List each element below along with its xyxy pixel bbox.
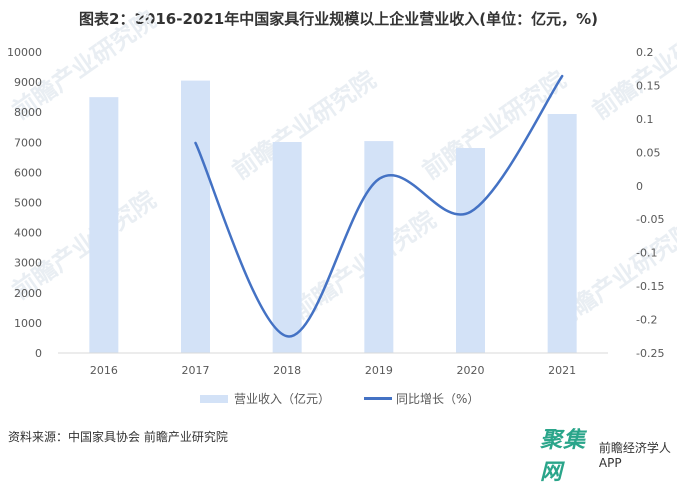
watermark: 前瞻产业研究院 [587,6,677,125]
line-swatch-icon [364,397,393,400]
left-axis-tick: 9000 [14,76,42,89]
left-axis-tick: 6000 [14,166,42,179]
revenue-bar [181,80,210,353]
brand-logo: 聚集网 [540,428,587,485]
watermark: 前瞻产业研究院 [227,66,381,185]
watermark: 前瞻产业研究院 [287,206,441,325]
legend-item-revenue: 营业收入（亿元） [200,390,330,407]
x-axis-tick: 2021 [548,364,576,377]
source-note: 资料来源：中国家具协会 前瞻产业研究院 [8,430,228,444]
revenue-bar [89,97,119,354]
x-axis-tick: 2017 [182,364,210,377]
brand-mark: 聚集网 前瞻经济学人APP [540,422,677,486]
legend-label-revenue: 营业收入（亿元） [234,392,331,406]
brand-app-label: 前瞻经济学人APP [598,440,671,470]
right-axis-tick: -0.05 [636,213,664,226]
right-axis-tick: 0.1 [636,113,654,126]
x-axis-tick: 2019 [365,364,393,377]
legend: 营业收入（亿元） 同比增长（%） [200,390,513,407]
legend-label-growth: 同比增长（%） [396,392,480,406]
x-axis-tick: 2016 [90,364,118,377]
left-axis-tick: 5000 [14,197,42,210]
x-axis-tick: 2020 [457,364,485,377]
right-axis-tick: -0.25 [636,347,664,360]
revenue-bar [547,114,577,353]
left-axis-tick: 1000 [14,317,42,330]
bar-swatch-icon [200,394,228,403]
chart-title: 图表2：2016-2021年中国家具行业规模以上企业营业收入(单位：亿元，%) [79,10,598,28]
right-axis-tick: -0.2 [636,314,657,327]
right-axis-tick: -0.1 [636,247,657,260]
left-axis-tick: 10000 [7,46,42,59]
left-axis-tick: 3000 [14,257,42,270]
legend-item-growth: 同比增长（%） [364,390,479,407]
left-axis-tick: 4000 [14,227,42,240]
x-axis-tick: 2018 [273,364,301,377]
revenue-bar [364,141,394,353]
growth-line [194,74,564,338]
right-axis-tick: 0.2 [636,46,654,59]
revenue-bar [272,141,302,353]
right-axis-tick: 0.05 [636,146,661,159]
right-axis-tick: -0.15 [636,280,664,293]
left-axis-tick: 2000 [14,287,42,300]
right-axis-tick: 0 [636,180,643,193]
left-axis-tick: 8000 [14,106,42,119]
revenue-bar [456,148,485,353]
right-axis-tick: 0.15 [636,79,661,92]
left-axis-tick: 7000 [14,136,42,149]
left-axis-tick: 0 [35,347,42,360]
